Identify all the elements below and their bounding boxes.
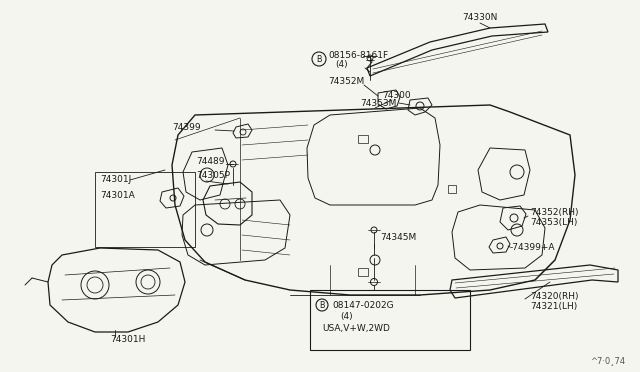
Text: 74300: 74300 xyxy=(382,90,411,99)
Text: 74352M: 74352M xyxy=(328,77,364,87)
Bar xyxy=(448,185,456,193)
Text: USA,V+W,2WD: USA,V+W,2WD xyxy=(322,324,390,333)
Text: 74301H: 74301H xyxy=(110,336,145,344)
Bar xyxy=(310,290,470,350)
Text: (4): (4) xyxy=(335,60,348,68)
Text: B: B xyxy=(319,301,324,310)
Bar xyxy=(358,135,368,143)
Text: 74345M: 74345M xyxy=(380,234,416,243)
Text: 08156-8161F: 08156-8161F xyxy=(328,51,388,61)
Text: 08147-0202G: 08147-0202G xyxy=(332,301,394,310)
Text: -74399+A: -74399+A xyxy=(510,243,556,251)
Text: (4): (4) xyxy=(340,311,353,321)
Bar xyxy=(95,172,195,247)
Text: 74352(RH): 74352(RH) xyxy=(530,208,579,218)
Text: 74305P: 74305P xyxy=(196,171,230,180)
Text: 74301A: 74301A xyxy=(100,192,135,201)
Text: 74489: 74489 xyxy=(196,157,225,167)
Text: 74399: 74399 xyxy=(172,124,200,132)
Text: B: B xyxy=(316,55,322,64)
Text: 74301J: 74301J xyxy=(100,176,131,185)
Text: 74330N: 74330N xyxy=(462,13,498,22)
Text: 74321(LH): 74321(LH) xyxy=(530,301,577,311)
Text: 74353M: 74353M xyxy=(360,99,396,108)
Text: ^7·0¸74: ^7·0¸74 xyxy=(590,356,625,365)
Text: 74320(RH): 74320(RH) xyxy=(530,292,579,301)
Text: 74353(LH): 74353(LH) xyxy=(530,218,577,228)
Bar xyxy=(358,268,368,276)
